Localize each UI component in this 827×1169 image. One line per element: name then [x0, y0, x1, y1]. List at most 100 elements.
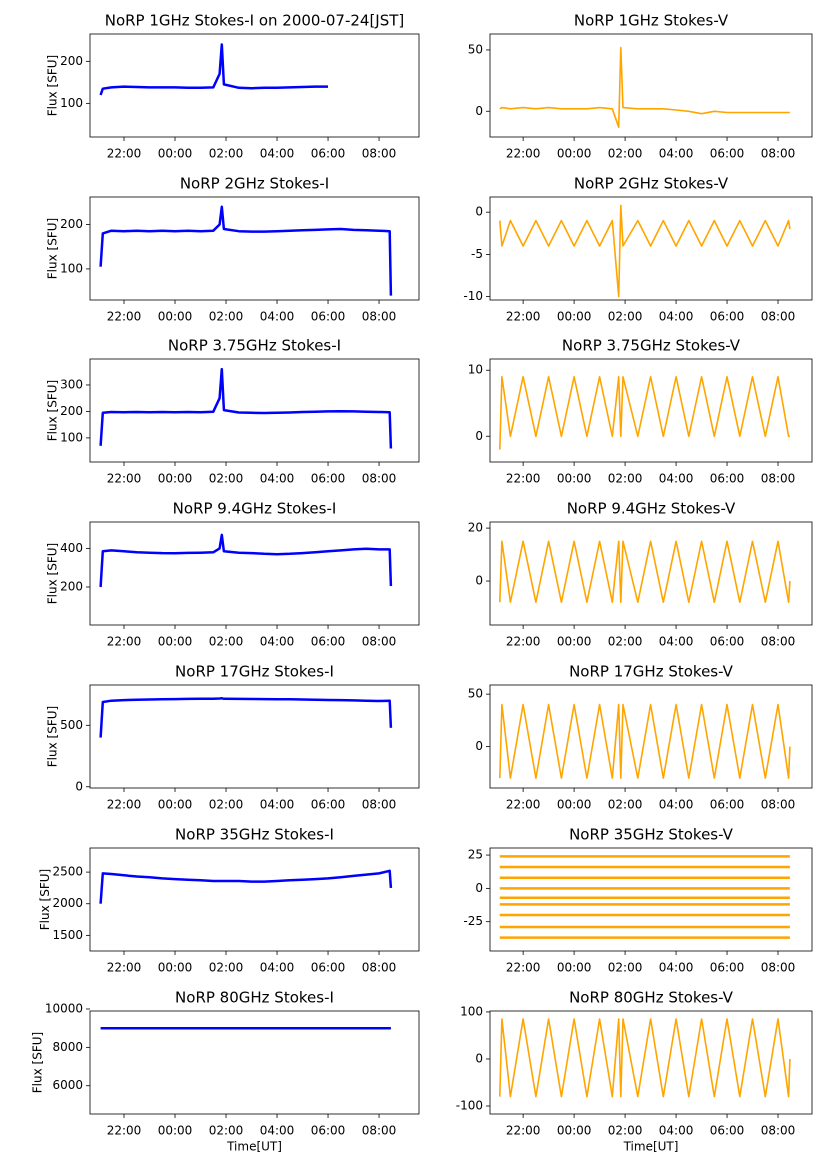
x-tick-label: 06:00: [311, 635, 346, 649]
x-tick-label: 02:00: [608, 1124, 643, 1138]
y-tick-label: 0: [475, 429, 483, 443]
x-tick-label: 22:00: [107, 798, 142, 812]
x-tick-label: 08:00: [761, 310, 796, 324]
y-axis-label: Flux [SFU]: [46, 55, 60, 116]
y-tick-label: 20: [468, 521, 483, 535]
x-tick-label: 00:00: [557, 635, 592, 649]
axes-frame: [89, 196, 420, 301]
y-tick-label: 100: [60, 430, 83, 444]
x-tick-label: 22:00: [506, 472, 541, 486]
x-tick-label: 08:00: [362, 798, 397, 812]
x-tick-label: 08:00: [362, 147, 397, 161]
y-tick-label: -25: [463, 914, 483, 928]
y-tick-label: 0: [475, 104, 483, 118]
x-tick-label: 06:00: [710, 798, 745, 812]
y-tick-label: 50: [468, 42, 483, 56]
y-tick-label: 50: [468, 687, 483, 701]
x-tick-label: 02:00: [608, 635, 643, 649]
x-tick-label: 04:00: [659, 635, 694, 649]
y-tick-label: 1500: [52, 928, 83, 942]
x-tick-label: 08:00: [362, 1124, 397, 1138]
x-tick-label: 08:00: [362, 472, 397, 486]
panel-title: NoRP 1GHz Stokes-I on 2000-07-24[JST]: [105, 12, 405, 30]
x-tick-label: 02:00: [209, 798, 244, 812]
x-axis-label: Time[UT]: [226, 1140, 282, 1154]
x-tick-label: 02:00: [209, 635, 244, 649]
x-tick-label: 02:00: [608, 147, 643, 161]
panel-title: NoRP 3.75GHz Stokes-V: [562, 337, 741, 355]
panel-title: NoRP 3.75GHz Stokes-I: [168, 337, 341, 355]
y-axis-label: Flux [SFU]: [46, 218, 60, 279]
y-tick-label: 100: [60, 96, 83, 110]
x-tick-label: 02:00: [209, 310, 244, 324]
x-axis-label: Time[UT]: [623, 1140, 679, 1154]
panel-title: NoRP 1GHz Stokes-V: [574, 12, 729, 30]
x-tick-label: 08:00: [761, 147, 796, 161]
panel-title: NoRP 2GHz Stokes-V: [574, 175, 729, 193]
series-line: [99, 533, 393, 588]
x-tick-label: 04:00: [260, 1124, 295, 1138]
x-tick-label: 22:00: [506, 635, 541, 649]
x-tick-label: 02:00: [608, 961, 643, 975]
axes-frame: [489, 33, 813, 138]
x-tick-label: 22:00: [506, 961, 541, 975]
x-tick-label: 00:00: [158, 472, 193, 486]
x-tick-label: 00:00: [557, 798, 592, 812]
axes-frame: [489, 847, 813, 952]
x-tick-label: 04:00: [260, 798, 295, 812]
x-tick-label: 02:00: [209, 961, 244, 975]
x-tick-label: 02:00: [608, 798, 643, 812]
x-tick-label: 22:00: [107, 147, 142, 161]
x-tick-label: 06:00: [710, 472, 745, 486]
series-line: [499, 46, 790, 128]
y-tick-label: 0: [475, 1051, 483, 1065]
y-tick-label: 0: [475, 881, 483, 895]
y-tick-label: 0: [475, 205, 483, 219]
x-tick-label: 06:00: [710, 147, 745, 161]
axes-frame: [89, 358, 420, 463]
x-tick-label: 00:00: [557, 472, 592, 486]
y-tick-label: 0: [475, 574, 483, 588]
x-tick-label: 00:00: [557, 310, 592, 324]
x-tick-label: 06:00: [710, 310, 745, 324]
y-tick-label: 0: [75, 779, 83, 793]
x-tick-label: 04:00: [659, 472, 694, 486]
x-tick-label: 04:00: [260, 147, 295, 161]
x-tick-label: 02:00: [209, 472, 244, 486]
x-tick-label: 02:00: [608, 472, 643, 486]
y-tick-label: 200: [60, 580, 83, 594]
x-tick-label: 08:00: [761, 798, 796, 812]
y-axis-label: Flux [SFU]: [38, 869, 52, 930]
x-tick-label: 00:00: [557, 147, 592, 161]
axes-frame: [489, 521, 813, 626]
axes-frame: [489, 196, 813, 301]
x-tick-label: 02:00: [209, 147, 244, 161]
y-tick-label: 2000: [52, 896, 83, 910]
series-line: [99, 367, 393, 449]
x-tick-label: 08:00: [362, 961, 397, 975]
y-tick-label: 8000: [52, 1040, 83, 1054]
x-tick-label: 08:00: [362, 635, 397, 649]
y-tick-label: 10: [468, 363, 483, 377]
panel-title: NoRP 17GHz Stokes-I: [175, 663, 334, 681]
x-tick-label: 22:00: [107, 310, 142, 324]
x-tick-label: 06:00: [311, 798, 346, 812]
y-tick-label: 100: [460, 1004, 483, 1018]
x-tick-label: 06:00: [311, 147, 346, 161]
x-tick-label: 22:00: [107, 635, 142, 649]
axes-frame: [89, 1010, 420, 1115]
x-tick-label: 04:00: [659, 147, 694, 161]
y-tick-label: 6000: [52, 1078, 83, 1092]
y-tick-label: 0: [475, 739, 483, 753]
axes-frame: [89, 33, 420, 138]
x-tick-label: 00:00: [158, 961, 193, 975]
y-tick-label: 2500: [52, 865, 83, 879]
panel-title: NoRP 80GHz Stokes-V: [569, 989, 734, 1007]
x-tick-label: 04:00: [260, 961, 295, 975]
y-tick-label: -5: [471, 247, 483, 261]
x-tick-label: 08:00: [761, 635, 796, 649]
panel-title: NoRP 9.4GHz Stokes-I: [173, 500, 337, 518]
series-line: [99, 869, 393, 904]
x-tick-label: 02:00: [608, 310, 643, 324]
y-tick-label: 100: [60, 261, 83, 275]
